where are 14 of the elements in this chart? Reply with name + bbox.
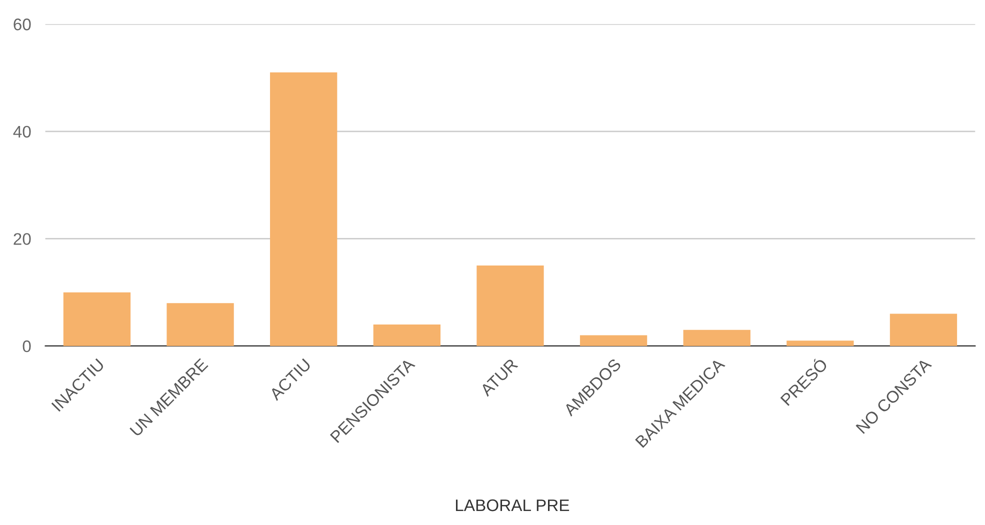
y-tick-label: 60 [14,18,31,30]
bar [373,324,440,346]
bar [166,303,234,346]
bar [63,292,131,346]
y-tick-label: 0 [22,340,31,352]
bar [270,72,338,346]
x-axis-title: LABORAL PRE [456,499,570,512]
y-tick-label: 20 [14,233,31,245]
bar [786,340,854,346]
bar [683,330,750,346]
bar [476,266,544,346]
bar [580,335,648,346]
bar [890,314,958,346]
y-tick-label: 40 [13,126,31,138]
